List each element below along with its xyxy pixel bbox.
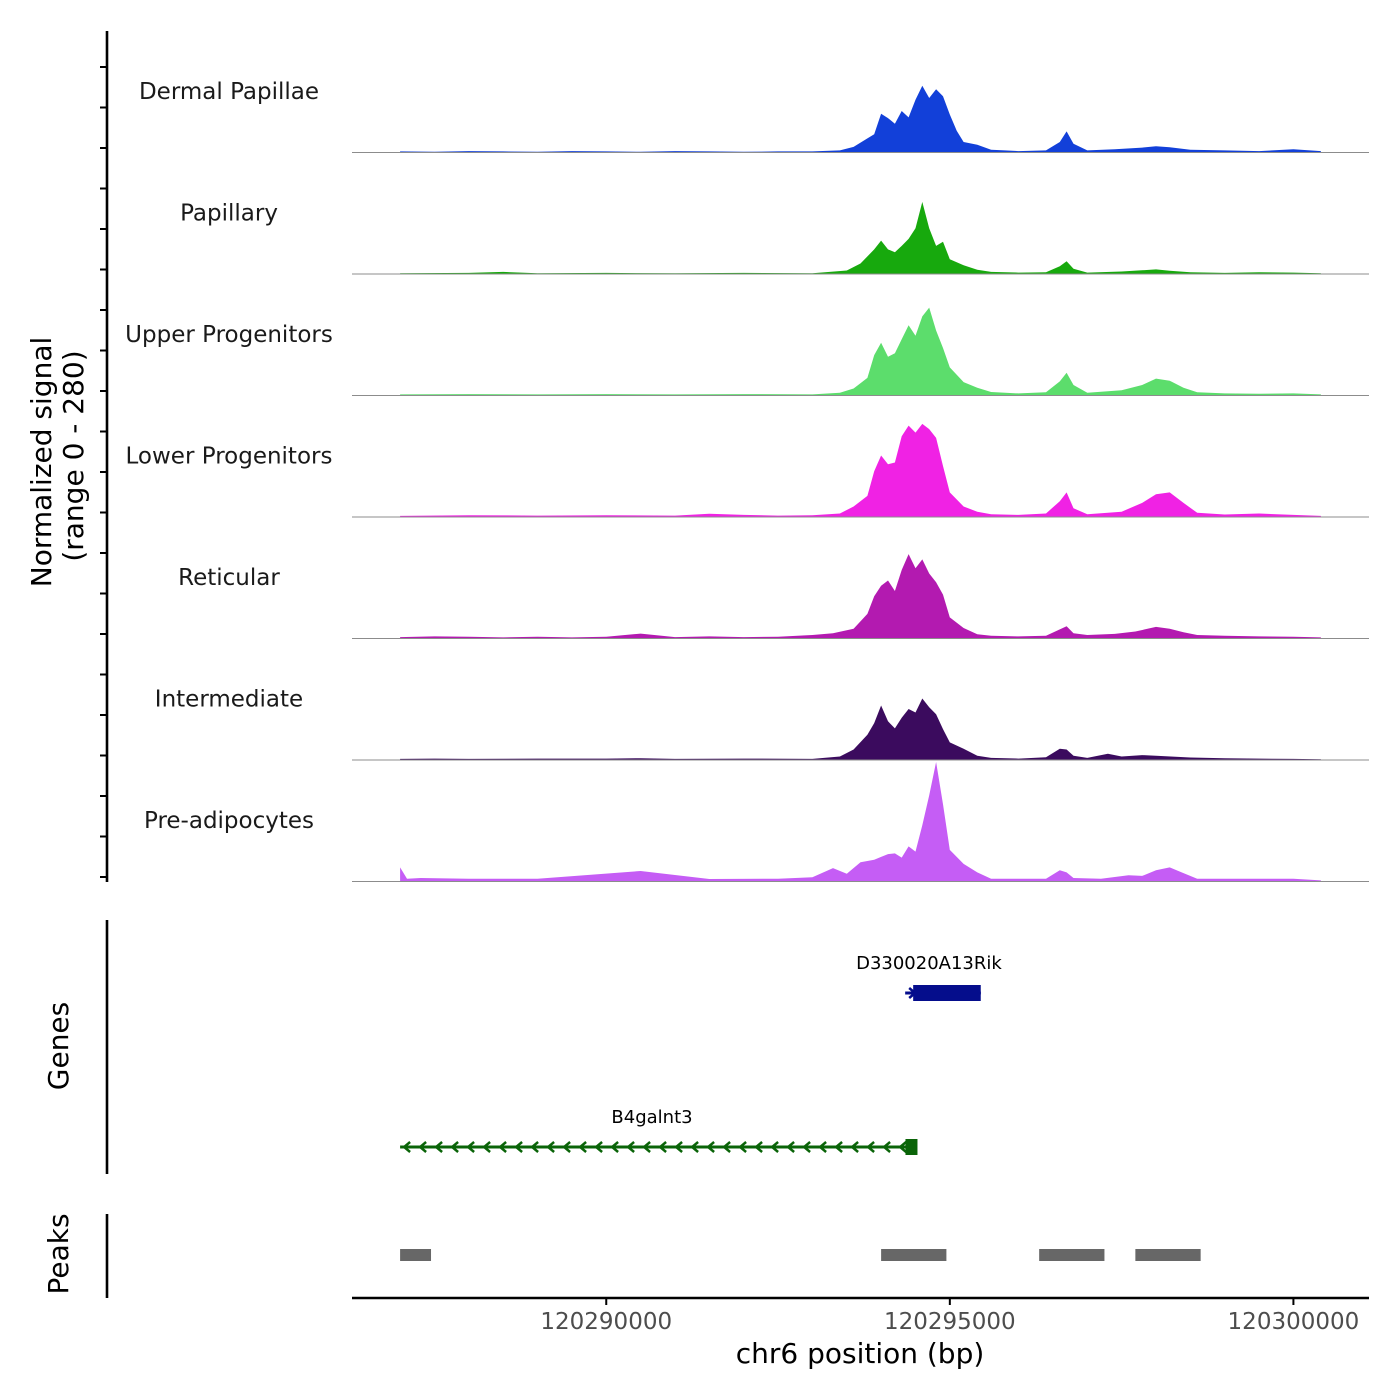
- gene-label-b4galnt3: B4galnt3: [611, 1107, 692, 1128]
- signal-y-axis-ticks: [100, 66, 107, 878]
- strand-arrow-b4galnt3: [562, 1141, 571, 1153]
- strand-arrow-b4galnt3: [754, 1141, 763, 1153]
- strand-arrow-b4galnt3: [610, 1141, 619, 1153]
- gene-exon-b4galnt3: [905, 1139, 918, 1155]
- gene-label-d330020a13rik: D330020A13Rik: [856, 953, 1002, 974]
- strand-arrow-b4galnt3: [738, 1141, 747, 1153]
- peak-bar: [400, 1249, 432, 1261]
- strand-arrow-b4galnt3: [882, 1141, 891, 1153]
- track-label-papillary: Papillary: [180, 201, 278, 227]
- strand-arrow-b4galnt3: [482, 1141, 491, 1153]
- strand-arrow-b4galnt3: [850, 1141, 859, 1153]
- strand-arrow-b4galnt3: [594, 1141, 603, 1153]
- strand-arrow-b4galnt3: [626, 1141, 635, 1153]
- x-tick-label: 120295000: [884, 1309, 1016, 1335]
- strand-arrow-b4galnt3: [546, 1141, 555, 1153]
- track-label-intermediate: Intermediate: [155, 687, 303, 713]
- strand-arrow-b4galnt3: [450, 1141, 459, 1153]
- strand-arrow-b4galnt3: [770, 1141, 779, 1153]
- track-label-pre-adipocytes: Pre-adipocytes: [144, 808, 314, 834]
- strand-arrow-b4galnt3: [834, 1141, 843, 1153]
- strand-arrow-b4galnt3: [866, 1141, 875, 1153]
- gene-annotations: D330020A13Rik B4galnt3: [400, 953, 1002, 1155]
- strand-arrow-b4galnt3: [674, 1141, 683, 1153]
- peak-bar: [1039, 1249, 1105, 1261]
- strand-arrow-b4galnt3: [514, 1141, 523, 1153]
- strand-arrow-b4galnt3: [402, 1141, 411, 1153]
- coverage-area-reticular: [400, 554, 1321, 639]
- strand-arrow-b4galnt3: [818, 1141, 827, 1153]
- track-label-lower-progenitors: Lower Progenitors: [126, 444, 333, 470]
- strand-arrow-b4galnt3: [578, 1141, 587, 1153]
- strand-arrow-b4galnt3: [498, 1141, 507, 1153]
- strand-arrow-b4galnt3: [466, 1141, 475, 1153]
- coverage-area-upper-progenitors: [400, 307, 1321, 396]
- strand-arrow-b4galnt3: [658, 1141, 667, 1153]
- x-tick-label: 120300000: [1228, 1309, 1360, 1335]
- strand-arrow-b4galnt3: [690, 1141, 699, 1153]
- x-axis-ticks: 120290000 120295000 120300000: [540, 1298, 1359, 1335]
- strand-arrow-b4galnt3: [722, 1141, 731, 1153]
- coverage-area-papillary: [400, 201, 1321, 274]
- strand-arrow-b4galnt3: [786, 1141, 795, 1153]
- strand-arrow-b4galnt3: [898, 1141, 907, 1153]
- y-axis-label: Normalized signal: [25, 337, 58, 588]
- peak-regions: [400, 1249, 1201, 1261]
- track-label-dermal-papillae: Dermal Papillae: [139, 79, 319, 105]
- strand-arrow-b4galnt3: [642, 1141, 651, 1153]
- coverage-area-lower-progenitors: [400, 423, 1321, 517]
- strand-arrow-b4galnt3: [434, 1141, 443, 1153]
- strand-arrow-b4galnt3: [418, 1141, 427, 1153]
- strand-arrow-b4galnt3: [706, 1141, 715, 1153]
- peak-bar: [881, 1249, 947, 1261]
- x-axis-label: chr6 position (bp): [736, 1337, 985, 1370]
- strand-arrow-b4galnt3: [802, 1141, 811, 1153]
- coverage-area-dermal-papillae: [400, 85, 1321, 153]
- peak-bar: [1135, 1249, 1201, 1261]
- coverage-area-pre-adipocytes: [400, 762, 1321, 882]
- track-label-reticular: Reticular: [178, 565, 280, 591]
- peaks-axis-label: Peaks: [42, 1213, 75, 1294]
- track-label-upper-progenitors: Upper Progenitors: [125, 322, 333, 348]
- genes-axis-label: Genes: [42, 1002, 75, 1090]
- x-tick-label: 120290000: [540, 1309, 672, 1335]
- coverage-area-intermediate: [400, 698, 1321, 760]
- strand-arrow-b4galnt3: [530, 1141, 539, 1153]
- coverage-tracks: Dermal Papillae Papillary Upper Progenitor…: [125, 79, 1369, 882]
- gene-exon-d330020a13rik: [913, 985, 981, 1001]
- y-axis-range-label: (range 0 - 280): [57, 350, 90, 561]
